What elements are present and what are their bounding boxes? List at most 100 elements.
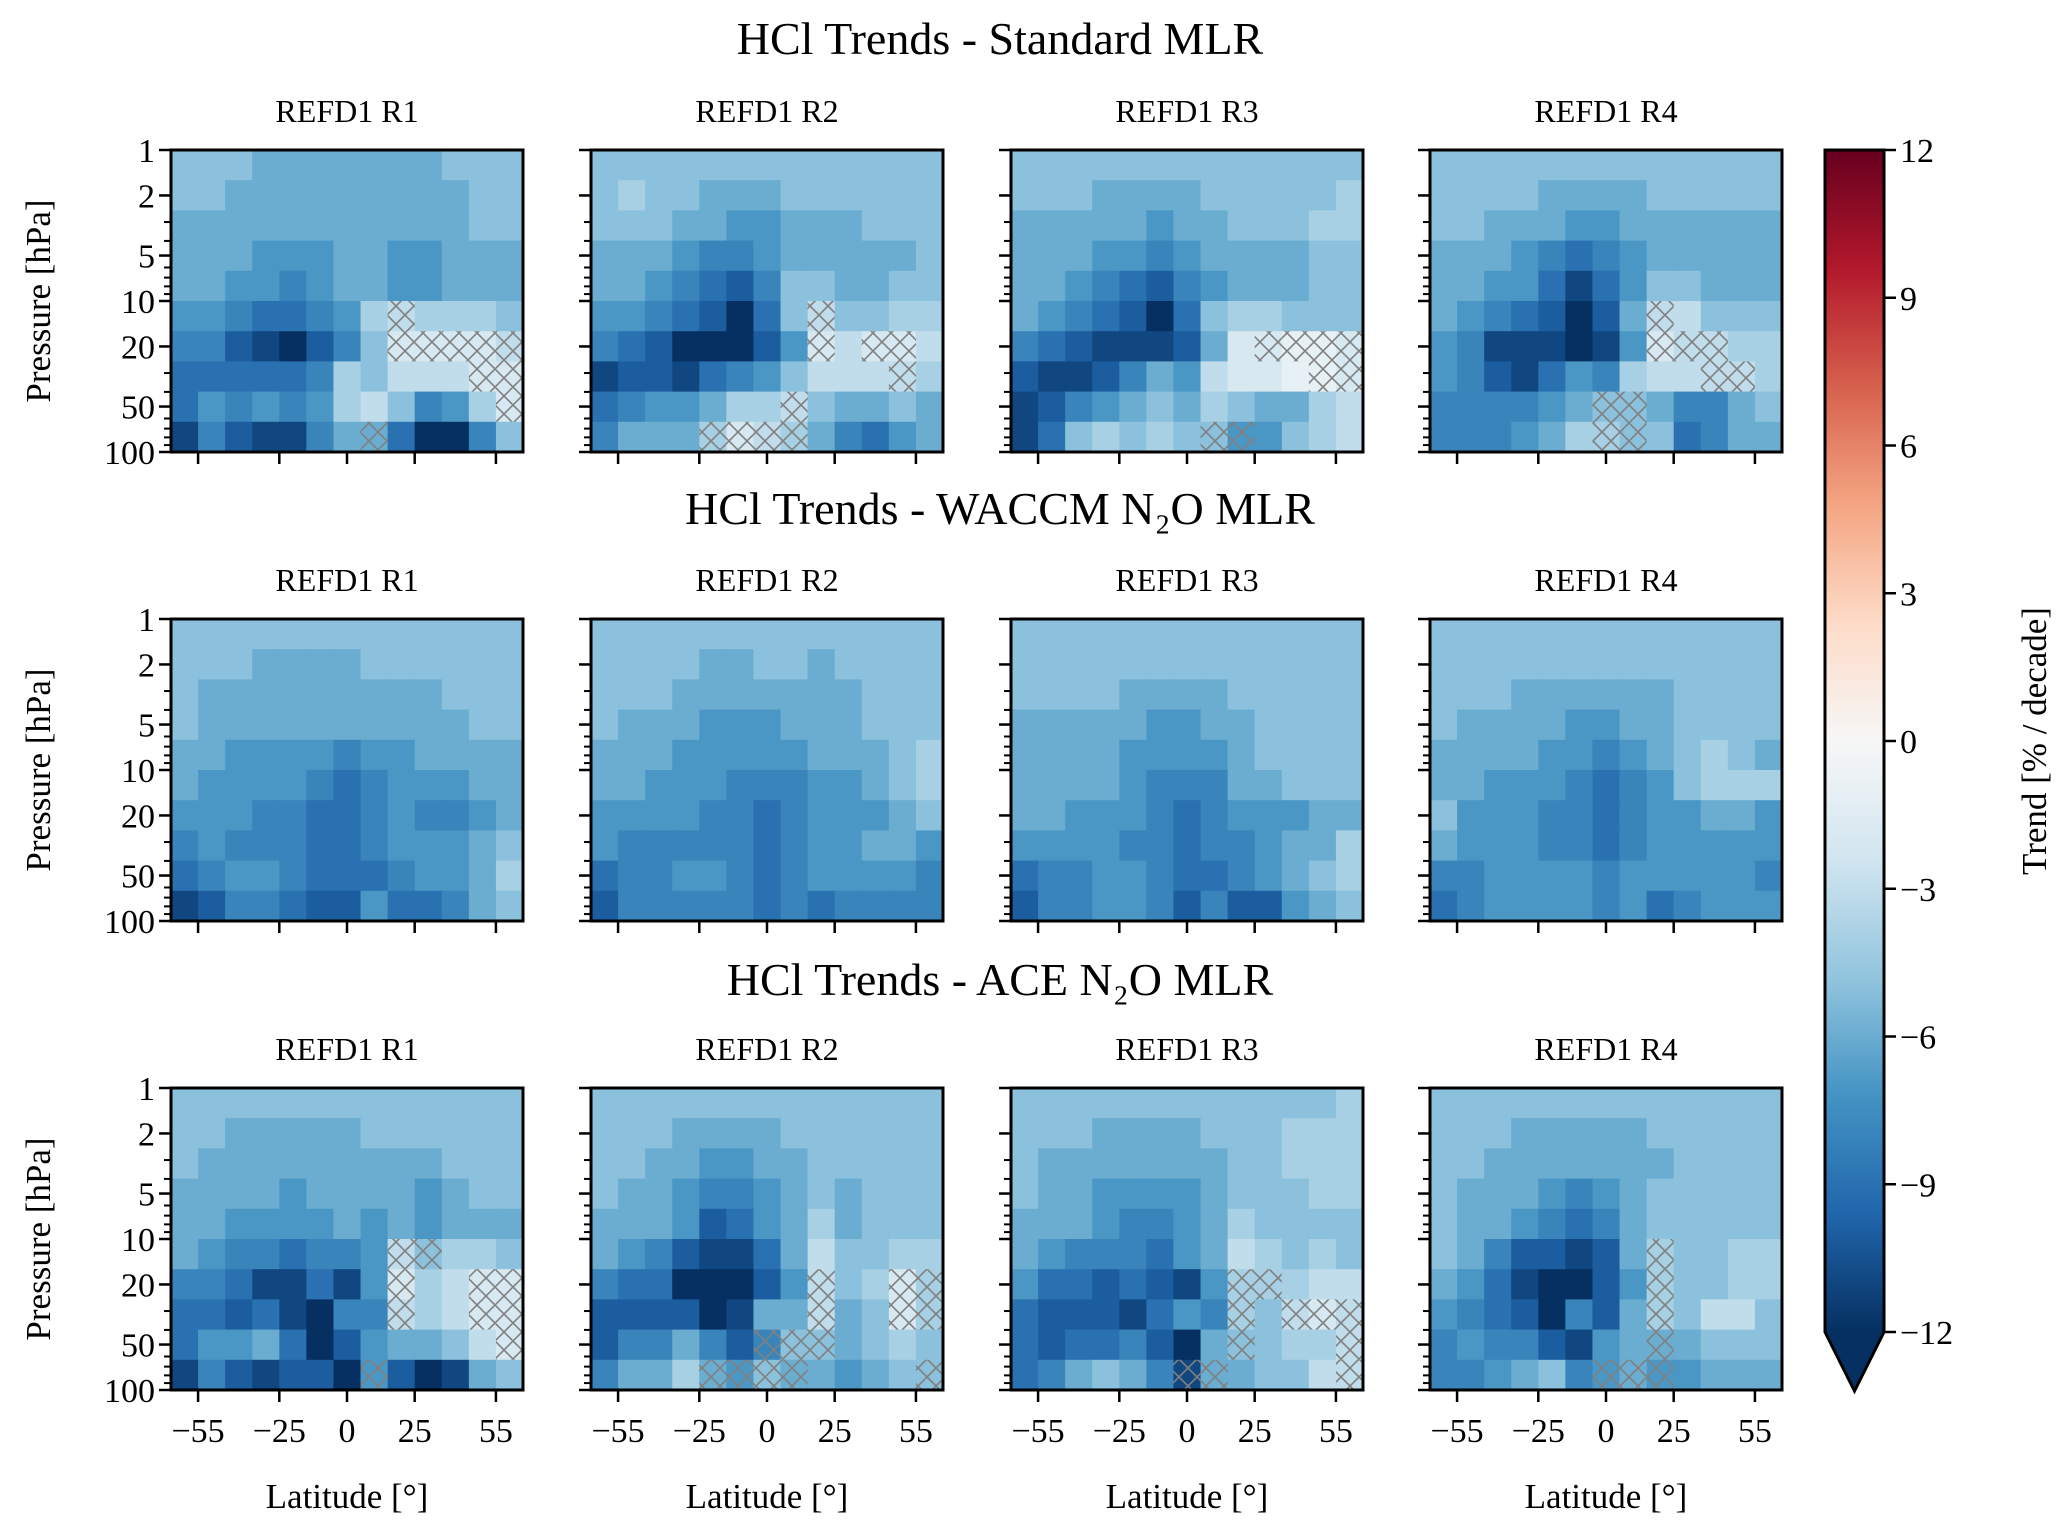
heatmap-cell bbox=[468, 210, 497, 242]
heatmap-cell bbox=[591, 150, 619, 181]
heatmap-cell bbox=[225, 1148, 253, 1180]
heatmap-cell bbox=[171, 709, 199, 741]
heatmap-cell bbox=[1646, 1088, 1675, 1119]
heatmap-cell bbox=[807, 860, 836, 892]
heatmap-cell bbox=[1200, 649, 1229, 680]
heatmap-cell bbox=[333, 1269, 362, 1300]
heatmap-cell bbox=[360, 860, 389, 892]
x-tick-label: 25 bbox=[1657, 1413, 1691, 1450]
heatmap-cell bbox=[834, 1088, 863, 1119]
heatmap-cell bbox=[1092, 1299, 1120, 1331]
heatmap-cell bbox=[1592, 301, 1621, 332]
heatmap-cell bbox=[198, 1239, 226, 1270]
significance-hatch bbox=[1200, 421, 1228, 452]
heatmap-cell bbox=[1281, 301, 1310, 332]
heatmap-cell bbox=[252, 1329, 280, 1361]
heatmap-cell bbox=[1011, 709, 1039, 741]
x-tick-label: 25 bbox=[1238, 1413, 1272, 1450]
heatmap-cell bbox=[1727, 1329, 1756, 1361]
heatmap-cell bbox=[414, 1118, 443, 1149]
heatmap-cell bbox=[645, 890, 673, 922]
y-tick-label: 10 bbox=[121, 284, 155, 321]
heatmap-cell bbox=[888, 180, 917, 211]
heatmap-cell bbox=[1254, 1208, 1283, 1240]
heatmap-cell bbox=[279, 180, 307, 211]
heatmap-cell bbox=[1146, 391, 1175, 423]
heatmap-cell bbox=[1065, 331, 1093, 362]
heatmap-cell bbox=[1335, 1148, 1364, 1180]
heatmap-cell bbox=[591, 331, 619, 362]
heatmap-cell bbox=[1119, 619, 1147, 650]
heatmap-cell bbox=[645, 150, 673, 181]
heatmap-cell bbox=[1065, 270, 1093, 302]
heatmap-cell bbox=[1619, 1148, 1648, 1180]
heatmap-cell bbox=[834, 1329, 863, 1361]
heatmap-cell bbox=[834, 1299, 863, 1331]
heatmap-cell bbox=[171, 619, 199, 650]
heatmap-cell bbox=[1754, 1269, 1783, 1300]
heatmap-cell bbox=[225, 1269, 253, 1300]
heatmap-cell bbox=[1592, 1269, 1621, 1300]
heatmap-cell bbox=[1565, 270, 1594, 302]
significance-hatch bbox=[699, 1359, 727, 1390]
heatmap-cell bbox=[1119, 860, 1147, 892]
heatmap-cell bbox=[1281, 860, 1310, 892]
heatmap-cell bbox=[1538, 770, 1566, 801]
significance-hatch bbox=[468, 331, 496, 362]
y-tick-label: 50 bbox=[121, 390, 155, 427]
heatmap-cell bbox=[333, 890, 362, 922]
heatmap-cell bbox=[1227, 301, 1256, 332]
section-title-standard-mlr: HCl Trends - Standard MLR bbox=[737, 13, 1264, 64]
heatmap-cell bbox=[1727, 1088, 1756, 1119]
heatmap-cell bbox=[1619, 860, 1648, 892]
heatmap-cell bbox=[1227, 1148, 1256, 1180]
significance-hatch bbox=[807, 301, 835, 332]
heatmap-cell bbox=[861, 270, 890, 302]
heatmap-cell bbox=[333, 391, 362, 423]
heatmap-cell bbox=[1673, 1329, 1702, 1361]
significance-hatch bbox=[1254, 331, 1282, 362]
significance-hatch bbox=[1335, 361, 1363, 392]
heatmap-cell bbox=[672, 860, 700, 892]
heatmap-cell bbox=[171, 1208, 199, 1240]
heatmap-cell bbox=[807, 649, 836, 680]
heatmap-cell bbox=[1011, 619, 1039, 650]
heatmap-cell bbox=[1200, 709, 1229, 741]
heatmap-cell bbox=[1673, 830, 1702, 862]
heatmap-cell bbox=[1592, 890, 1621, 922]
heatmap-cell bbox=[1146, 361, 1175, 393]
heatmap-cell bbox=[1754, 830, 1783, 862]
panel-title: REFD1 R4 bbox=[1534, 1031, 1677, 1067]
heatmap-cell bbox=[1011, 649, 1039, 680]
heatmap-cell bbox=[1646, 270, 1675, 302]
significance-hatch bbox=[807, 331, 835, 362]
heatmap-cell bbox=[1011, 1118, 1039, 1149]
heatmap-cell bbox=[888, 860, 917, 892]
heatmap-cell bbox=[672, 1239, 700, 1270]
heatmap-cell bbox=[1092, 739, 1120, 771]
heatmap-cell bbox=[645, 830, 673, 862]
y-tick-label: 5 bbox=[138, 239, 155, 276]
heatmap-cell bbox=[360, 800, 389, 831]
x-axis-label: Latitude [°] bbox=[1525, 1477, 1688, 1516]
heatmap-cell bbox=[1011, 1208, 1039, 1240]
heatmap-cell bbox=[1281, 391, 1310, 423]
significance-hatch bbox=[1227, 1299, 1255, 1330]
heatmap-cell bbox=[1511, 1208, 1539, 1240]
heatmap-cell bbox=[495, 619, 524, 650]
heatmap-cell bbox=[1592, 1208, 1621, 1240]
heatmap-cell bbox=[1538, 301, 1566, 332]
heatmap-cell bbox=[699, 1329, 727, 1361]
heatmap-cell bbox=[171, 890, 199, 922]
heatmap-cell bbox=[171, 830, 199, 862]
heatmap-cell bbox=[333, 1178, 362, 1210]
heatmap-cell bbox=[699, 240, 727, 272]
heatmap-cell bbox=[591, 1299, 619, 1331]
heatmap-cell bbox=[699, 800, 727, 831]
x-tick-label: 0 bbox=[1179, 1413, 1196, 1450]
y-tick-label: 1 bbox=[138, 1071, 155, 1108]
significance-hatch bbox=[780, 391, 808, 422]
heatmap-cell bbox=[1173, 1148, 1202, 1180]
heatmap-cell bbox=[1538, 1178, 1566, 1210]
heatmap-cell bbox=[279, 1299, 307, 1331]
